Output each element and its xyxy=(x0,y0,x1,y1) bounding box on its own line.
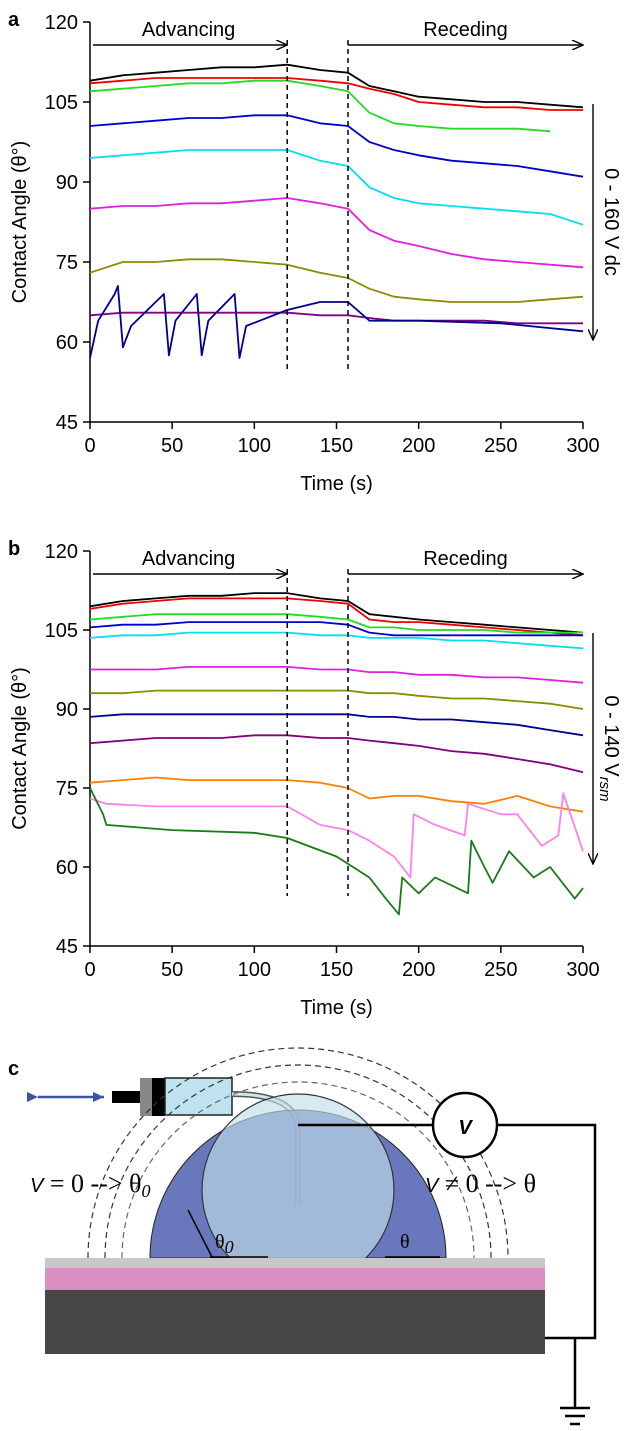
data-line xyxy=(89,597,584,637)
y-axis-label: Contact Angle (θ°) xyxy=(9,667,31,830)
data-line xyxy=(89,713,584,737)
data-line xyxy=(89,77,583,111)
angle-label: θ0 xyxy=(215,1231,234,1257)
y-tick-label: 75 xyxy=(56,778,78,800)
y-axis-label: Contact Angle (θ°) xyxy=(9,141,31,304)
x-tick-label: 150 xyxy=(320,435,353,457)
phase-label: Receding xyxy=(423,19,508,41)
label-part: V xyxy=(30,1175,45,1197)
y-tick-label: 45 xyxy=(56,936,78,958)
data-line xyxy=(89,79,551,133)
panel-label: a xyxy=(8,9,20,31)
x-axis-label: Time (s) xyxy=(300,473,373,495)
diagram: c V V = 0 --> θ0 V ≠ 0 --> θ θ0 θ xyxy=(8,1047,597,1426)
data-line xyxy=(89,734,584,774)
label-part: V xyxy=(425,1175,440,1197)
voltmeter-label: V xyxy=(458,1117,473,1139)
data-line xyxy=(89,592,584,634)
dielectric-layer xyxy=(45,1268,545,1290)
syringe-barrel xyxy=(164,1077,233,1116)
y-tick-label: 90 xyxy=(56,699,78,721)
data-line xyxy=(90,689,584,710)
y-tick-label: 105 xyxy=(45,620,78,642)
label-part: = 0 --> θ xyxy=(43,1169,141,1198)
voltmeter xyxy=(431,1091,499,1159)
x-tick-label: 150 xyxy=(320,959,353,981)
voltage-text: 0 - 160 V dc xyxy=(600,168,622,276)
field-line xyxy=(104,1064,492,1258)
field-line xyxy=(121,1081,475,1258)
data-line xyxy=(89,63,584,109)
label-part: θ xyxy=(215,1231,225,1253)
ground xyxy=(560,1406,590,1426)
panel-label: c xyxy=(8,1058,19,1080)
chart: b 45 60 75 90 105 120 0 50 100 150 200 250 300 Time (s… xyxy=(8,538,622,1019)
initial-drop xyxy=(201,1093,395,1258)
label-part: 0 xyxy=(225,1237,234,1257)
x-tick-label: 300 xyxy=(566,435,599,457)
y-tick-label: 90 xyxy=(56,172,78,194)
voltage-label: 0 - 140 Vrsm xyxy=(596,695,622,801)
phase-label: Receding xyxy=(423,548,508,570)
y-tick-label: 120 xyxy=(45,541,78,563)
data-line xyxy=(89,197,584,269)
plunger-cap xyxy=(140,1078,152,1116)
tangent xyxy=(187,1209,213,1258)
x-tick-label: 250 xyxy=(484,959,517,981)
plunger-seal xyxy=(152,1078,165,1116)
x-tick-label: 50 xyxy=(161,959,183,981)
left-label: V = 0 --> θ0 xyxy=(30,1169,150,1201)
y-tick-label: 45 xyxy=(56,412,78,434)
x-tick-label: 100 xyxy=(238,435,271,457)
chart: a 45 60 75 90 105 120 0 50 100 150 200 250 300 Time (s… xyxy=(8,9,622,495)
data-line xyxy=(89,613,583,634)
y-tick-label: 60 xyxy=(56,857,78,879)
field-line xyxy=(87,1047,509,1258)
data-line xyxy=(89,792,584,879)
hydrophobic-layer xyxy=(45,1258,545,1268)
data-line xyxy=(89,114,584,178)
x-tick-label: 50 xyxy=(161,435,183,457)
phase-label: Advancing xyxy=(142,548,235,570)
x-tick-label: 200 xyxy=(402,959,435,981)
voltage-subscript: rsm xyxy=(596,777,613,802)
electrode xyxy=(45,1290,545,1354)
x-tick-label: 300 xyxy=(566,959,599,981)
x-tick-label: 200 xyxy=(402,435,435,457)
y-tick-label: 105 xyxy=(45,92,78,114)
x-tick-label: 0 xyxy=(84,959,95,981)
voltage-text: 0 - 140 V xyxy=(600,695,622,777)
phase-label: Advancing xyxy=(142,19,235,41)
y-tick-label: 120 xyxy=(45,12,78,34)
wire xyxy=(298,1123,597,1408)
y-tick-label: 75 xyxy=(56,252,78,274)
data-line xyxy=(90,666,584,684)
data-line xyxy=(89,285,584,359)
data-line xyxy=(89,149,584,226)
label-part: ≠ 0 --> θ xyxy=(438,1169,536,1198)
panel-label: b xyxy=(8,538,20,560)
y-tick-label: 60 xyxy=(56,332,78,354)
x-tick-label: 100 xyxy=(238,959,271,981)
angle-label: θ xyxy=(400,1231,410,1253)
data-line xyxy=(89,787,584,916)
right-label: V ≠ 0 --> θ xyxy=(425,1169,536,1198)
plunger-rod xyxy=(112,1091,142,1103)
label-part: 0 xyxy=(141,1181,150,1201)
voltage-label: 0 - 160 V dc xyxy=(600,168,622,276)
x-axis-label: Time (s) xyxy=(300,997,373,1019)
x-tick-label: 250 xyxy=(484,435,517,457)
x-tick-label: 0 xyxy=(84,435,95,457)
data-line xyxy=(89,311,583,325)
